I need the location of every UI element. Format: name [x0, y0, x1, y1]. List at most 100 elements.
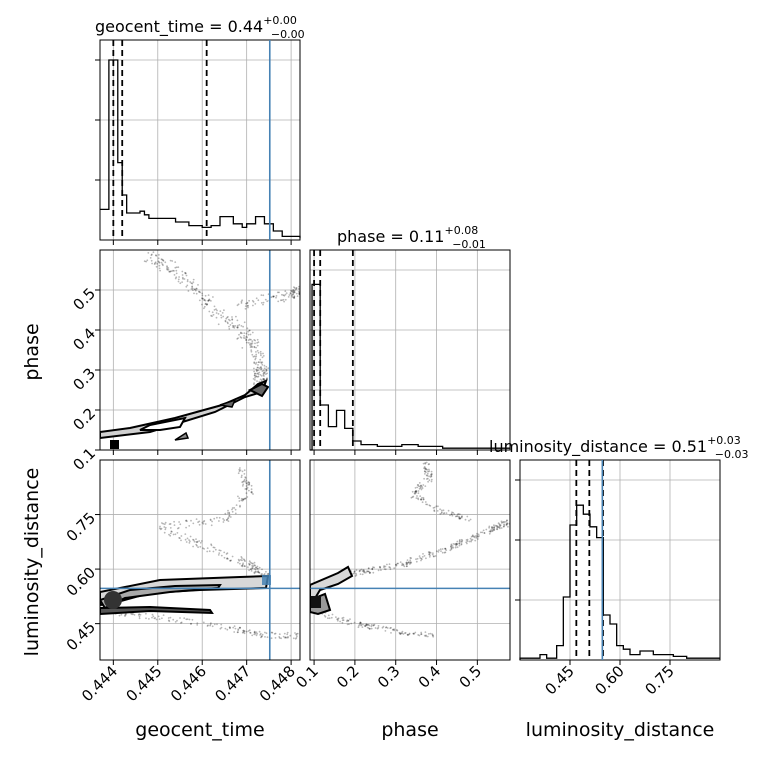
sample-point — [250, 568, 252, 571]
sample-point — [441, 511, 443, 513]
sample-point — [412, 632, 415, 635]
sample-point — [168, 533, 170, 536]
sample-point — [227, 316, 229, 318]
sample-point — [331, 613, 334, 616]
sample-point — [459, 517, 461, 520]
sample-point — [372, 571, 375, 574]
sample-point — [291, 293, 294, 296]
sample-point — [227, 318, 230, 321]
sample-point — [496, 528, 499, 531]
sample-point — [465, 539, 468, 541]
sample-point — [174, 266, 177, 269]
sample-point — [444, 548, 447, 550]
quantile-lines — [112, 40, 208, 240]
sample-point — [222, 521, 225, 523]
sample-point — [437, 505, 439, 508]
sample-point — [280, 637, 282, 640]
grid — [310, 250, 510, 450]
sample-point — [272, 295, 275, 298]
sample-point — [234, 512, 237, 515]
sample-point — [238, 333, 240, 336]
sample-point — [151, 253, 153, 256]
sample-point — [406, 565, 408, 568]
sample-point — [261, 370, 264, 372]
sample-point — [198, 540, 201, 542]
sample-point — [414, 490, 417, 493]
sample-point — [238, 324, 241, 326]
sample-point — [423, 467, 425, 469]
sample-point — [284, 636, 287, 639]
sample-point — [272, 296, 275, 298]
sample-point — [158, 261, 161, 264]
sample-point — [211, 315, 214, 317]
sample-point — [478, 535, 480, 537]
x-tick-label: 0.3 — [374, 662, 404, 692]
sample-point — [444, 551, 447, 554]
sample-point — [228, 514, 231, 517]
sample-point — [226, 557, 228, 560]
sample-point — [170, 530, 173, 533]
sample-point — [252, 304, 254, 307]
sample-point — [159, 269, 162, 272]
sample-point — [422, 462, 425, 465]
sample-point — [422, 498, 425, 501]
sample-point — [420, 498, 423, 501]
sample-point — [346, 623, 349, 626]
sample-point — [237, 561, 239, 564]
sample-point — [247, 341, 250, 344]
sample-point — [475, 537, 478, 539]
sample-point — [218, 552, 221, 554]
sample-point — [244, 305, 247, 307]
sample-point — [236, 324, 239, 327]
sample-point — [292, 637, 295, 640]
sample-point — [255, 631, 258, 634]
sample-point — [254, 303, 257, 305]
sample-point — [433, 509, 436, 512]
sample-point — [370, 624, 373, 626]
sample-point — [291, 290, 293, 293]
sample-point — [239, 626, 242, 629]
sample-point — [262, 378, 265, 380]
sample-point — [210, 544, 213, 547]
sample-point — [265, 570, 267, 573]
sample-point — [253, 631, 256, 634]
sample-point — [416, 557, 419, 560]
sample-point — [238, 497, 241, 500]
sample-point — [254, 376, 256, 379]
sample-point — [367, 570, 369, 572]
sample-point — [454, 515, 457, 518]
sample-point — [339, 620, 341, 623]
sample-point — [395, 563, 397, 566]
sample-point — [347, 620, 350, 622]
sample-point — [221, 312, 224, 314]
sample-point — [417, 492, 420, 495]
sample-point — [412, 632, 415, 635]
sample-point — [223, 519, 226, 522]
sample-point — [250, 562, 253, 565]
sample-point — [416, 484, 419, 486]
sample-point — [455, 545, 457, 547]
sample-point — [169, 270, 171, 273]
sample-point — [194, 289, 197, 292]
sample-point — [138, 617, 141, 620]
sample-point — [256, 567, 259, 570]
sample-point — [260, 368, 262, 371]
sample-point — [209, 624, 212, 627]
sample-point — [169, 532, 172, 535]
sample-point — [372, 624, 375, 627]
sample-point — [248, 483, 251, 486]
sample-point — [146, 259, 149, 262]
sample-point — [429, 554, 431, 557]
sample-point — [260, 635, 263, 638]
sample-point — [395, 563, 397, 566]
sample-point — [228, 325, 230, 328]
sample-point — [450, 548, 453, 551]
sample-point — [262, 378, 264, 380]
sample-point — [164, 526, 167, 529]
sample-point — [425, 478, 428, 480]
sample-point — [232, 325, 235, 328]
sample-point — [468, 540, 471, 543]
sample-point — [182, 278, 184, 280]
sample-point — [233, 625, 236, 627]
sample-point — [401, 562, 404, 565]
